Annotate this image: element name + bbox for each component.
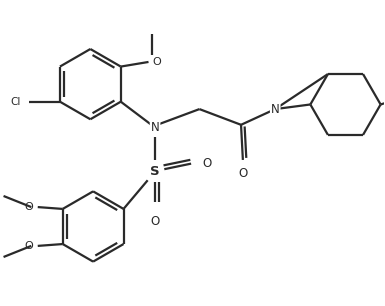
Text: Cl: Cl [11,97,21,107]
Text: O: O [24,241,33,251]
Text: O: O [151,215,160,228]
Text: S: S [150,165,160,177]
Text: O: O [202,157,211,170]
Text: N: N [151,121,159,134]
Text: O: O [238,167,248,180]
Text: O: O [24,202,33,212]
Text: N: N [271,103,280,116]
Text: O: O [152,57,161,67]
